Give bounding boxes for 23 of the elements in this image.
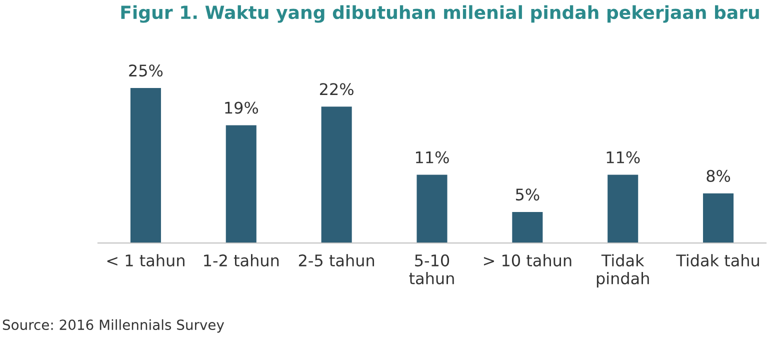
data-label: 11% [416,151,449,164]
bar [416,174,448,243]
data-label: 11% [606,151,640,164]
x-tick-label: Tidak pindah [596,254,649,288]
data-label: 8% [706,170,730,182]
bar [226,125,256,243]
x-tick-label: Tidak tahu [676,254,759,266]
bar [321,106,352,243]
x-tick-label: > 10 tahun [484,254,572,266]
source-note: Source: 2016 Millennials Survey [2,319,224,333]
data-label: 5% [516,188,540,201]
chart-title: Figur 1. Waktu yang dibutuhan milenial pindah pekerjaan baru [121,5,759,23]
bar [130,88,161,243]
data-label: 25% [129,64,163,77]
data-label: 22% [320,83,354,96]
x-tick-label: 2-5 tahun [298,254,374,266]
x-tick-label: < 1 tahun [107,254,184,266]
bar [608,174,638,243]
bar [512,212,543,243]
x-tick-label: 1-2 tahun [204,254,279,266]
bar [703,193,734,243]
x-tick-label: 5-10 tahun [409,254,454,284]
data-label: 19% [225,102,258,114]
